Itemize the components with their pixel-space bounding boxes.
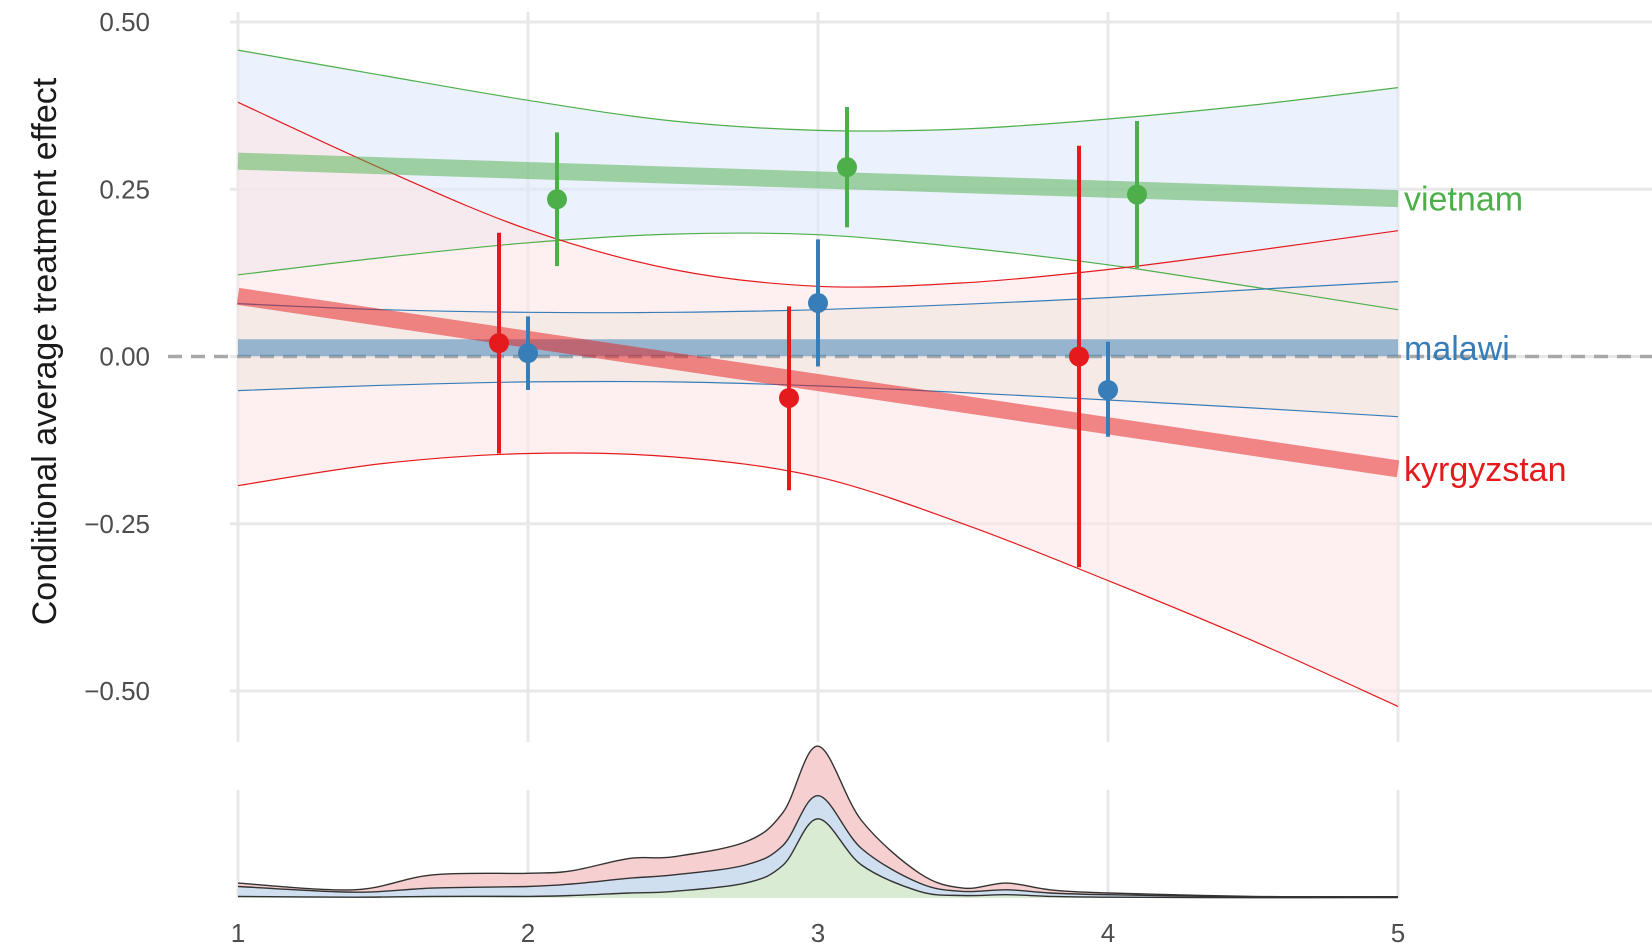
confidence-band-edges xyxy=(237,49,1399,707)
series-label-malawi: malawi xyxy=(1404,330,1510,368)
x-axis-tick-labels: 1 2 3 4 5 xyxy=(231,918,1405,948)
density-layer-0 xyxy=(238,818,1398,898)
point-malawi xyxy=(1098,379,1118,400)
density-outline-2 xyxy=(237,745,1399,898)
x-tick-label: 4 xyxy=(1101,918,1115,948)
point-kyrgyzstan xyxy=(489,333,509,354)
ci-band-kyrgyzstan xyxy=(238,102,1398,707)
ci-upper-vietnam xyxy=(237,49,1399,132)
fit-line-vietnam xyxy=(237,152,1399,208)
point-vietnam xyxy=(1127,184,1147,205)
point-estimates xyxy=(489,106,1147,568)
density-layer-2 xyxy=(238,746,1398,898)
y-axis-tick-labels: 0.50 0.25 0.00 −0.25 −0.50 xyxy=(84,7,150,706)
density-outline-0 xyxy=(237,818,1399,899)
series-label-kyrgyzstan: kyrgyzstan xyxy=(1404,451,1567,489)
x-tick-label: 2 xyxy=(521,918,535,948)
density-layer-1 xyxy=(238,795,1398,898)
fit-line-kyrgyzstan xyxy=(236,287,1400,478)
x-tick-label: 5 xyxy=(1391,918,1405,948)
point-vietnam xyxy=(547,189,567,210)
series-labels: vietnam malawi kyrgyzstan xyxy=(1404,181,1567,489)
y-tick-label: 0.25 xyxy=(99,174,150,204)
density-outline-1 xyxy=(237,794,1399,898)
point-malawi xyxy=(808,292,828,313)
ci-lower-vietnam xyxy=(237,232,1399,311)
series-label-vietnam: vietnam xyxy=(1404,181,1523,219)
x-tick-label: 1 xyxy=(231,918,245,948)
y-tick-label: 0.00 xyxy=(99,342,150,372)
point-kyrgyzstan xyxy=(1069,346,1089,367)
y-tick-label: −0.25 xyxy=(84,509,150,539)
point-vietnam xyxy=(837,157,857,178)
point-malawi xyxy=(518,343,538,364)
density-areas xyxy=(237,745,1399,899)
ci-lower-kyrgyzstan xyxy=(237,452,1399,707)
y-tick-label: 0.50 xyxy=(99,7,150,37)
x-tick-label: 3 xyxy=(811,918,825,948)
point-kyrgyzstan xyxy=(779,387,799,408)
y-axis-title: Conditional average treatment effect xyxy=(26,77,64,625)
y-tick-label: −0.50 xyxy=(84,676,150,706)
